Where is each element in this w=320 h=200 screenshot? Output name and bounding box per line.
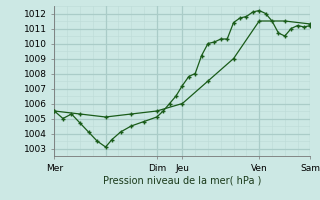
X-axis label: Pression niveau de la mer( hPa ): Pression niveau de la mer( hPa ) — [103, 175, 261, 185]
